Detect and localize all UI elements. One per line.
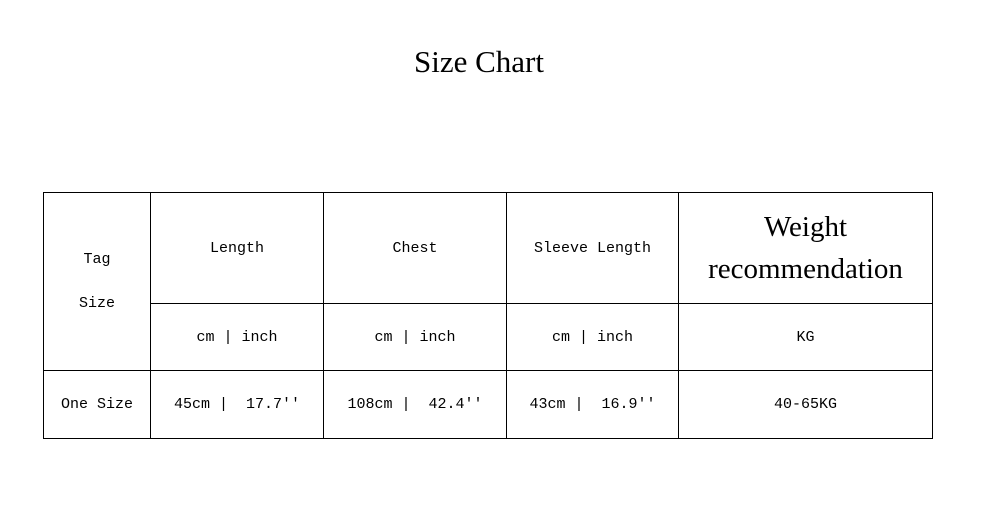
- unit-chest: cm | inch: [323, 303, 507, 371]
- tag-label: Tag: [83, 250, 111, 268]
- unit-sleeve-length: cm | inch: [506, 303, 679, 371]
- table-row: One Size 45cm | 17.7'' 108cm | 42.4'' 43…: [43, 370, 933, 439]
- tag-size-header: Tag Size: [43, 192, 151, 371]
- unit-weight: KG: [678, 303, 933, 371]
- size-chart-table: Tag Size Length Chest Sleeve Length Weig…: [43, 192, 933, 439]
- sleeve-length-cell: 43cm | 16.9'': [506, 370, 679, 439]
- length-cell: 45cm | 17.7'': [150, 370, 324, 439]
- header-sleeve-length: Sleeve Length: [506, 192, 679, 304]
- size-cell: One Size: [43, 370, 151, 439]
- page-title: Size Chart: [414, 44, 544, 79]
- weight-cell: 40-65KG: [678, 370, 933, 439]
- header-weight-recommendation: Weight recommendation: [678, 192, 933, 304]
- header-chest: Chest: [323, 192, 507, 304]
- unit-length: cm | inch: [150, 303, 324, 371]
- chest-cell: 108cm | 42.4'': [323, 370, 507, 439]
- header-length: Length: [150, 192, 324, 304]
- size-label: Size: [78, 294, 115, 312]
